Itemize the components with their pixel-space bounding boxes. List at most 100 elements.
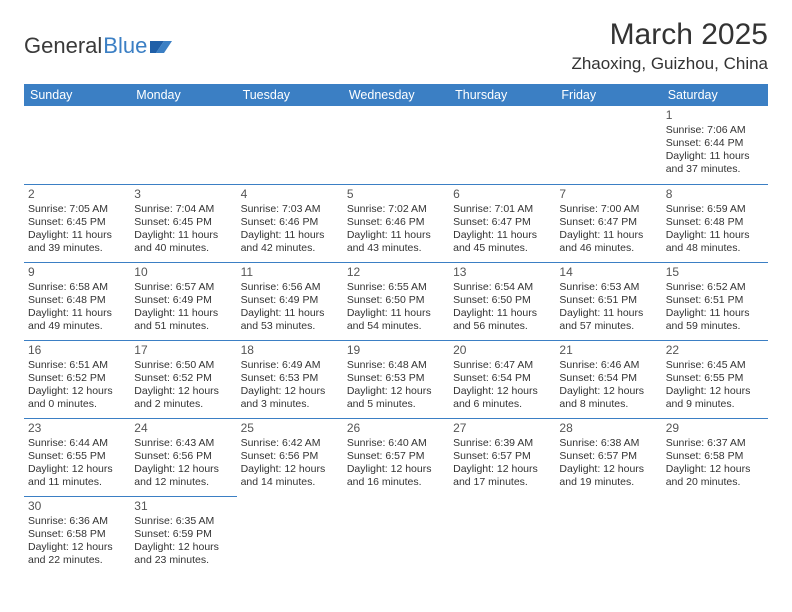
day-number: 13 (453, 265, 551, 280)
brand-logo: GeneralBlue (24, 33, 172, 59)
daylight-line: Daylight: 11 hours and 57 minutes. (559, 307, 657, 333)
sunrise-line: Sunrise: 7:06 AM (666, 124, 764, 137)
day-number: 31 (134, 499, 232, 514)
sunset-line: Sunset: 6:49 PM (134, 294, 232, 307)
calendar-day-cell: 17Sunrise: 6:50 AMSunset: 6:52 PMDayligh… (130, 340, 236, 418)
day-number: 24 (134, 421, 232, 436)
day-number: 11 (241, 265, 339, 280)
sunset-line: Sunset: 6:56 PM (241, 450, 339, 463)
sunset-line: Sunset: 6:55 PM (28, 450, 126, 463)
sunrise-line: Sunrise: 6:58 AM (28, 281, 126, 294)
sunrise-line: Sunrise: 6:42 AM (241, 437, 339, 450)
calendar-day-cell (449, 496, 555, 574)
calendar-day-cell (449, 106, 555, 184)
sunrise-line: Sunrise: 6:49 AM (241, 359, 339, 372)
calendar-day-cell: 6Sunrise: 7:01 AMSunset: 6:47 PMDaylight… (449, 184, 555, 262)
calendar-day-cell: 21Sunrise: 6:46 AMSunset: 6:54 PMDayligh… (555, 340, 661, 418)
daylight-line: Daylight: 12 hours and 11 minutes. (28, 463, 126, 489)
sunrise-line: Sunrise: 7:00 AM (559, 203, 657, 216)
sunset-line: Sunset: 6:48 PM (28, 294, 126, 307)
day-number: 4 (241, 187, 339, 202)
sunrise-line: Sunrise: 6:36 AM (28, 515, 126, 528)
daylight-line: Daylight: 12 hours and 19 minutes. (559, 463, 657, 489)
calendar-day-cell: 8Sunrise: 6:59 AMSunset: 6:48 PMDaylight… (662, 184, 768, 262)
sunset-line: Sunset: 6:49 PM (241, 294, 339, 307)
sunset-line: Sunset: 6:50 PM (347, 294, 445, 307)
sunset-line: Sunset: 6:47 PM (453, 216, 551, 229)
daylight-line: Daylight: 12 hours and 20 minutes. (666, 463, 764, 489)
sunset-line: Sunset: 6:54 PM (453, 372, 551, 385)
calendar-week-row: 1Sunrise: 7:06 AMSunset: 6:44 PMDaylight… (24, 106, 768, 184)
calendar-day-cell: 31Sunrise: 6:35 AMSunset: 6:59 PMDayligh… (130, 496, 236, 574)
day-header: Wednesday (343, 84, 449, 106)
day-number: 6 (453, 187, 551, 202)
calendar-day-cell: 12Sunrise: 6:55 AMSunset: 6:50 PMDayligh… (343, 262, 449, 340)
day-number: 14 (559, 265, 657, 280)
sunset-line: Sunset: 6:45 PM (134, 216, 232, 229)
sunrise-line: Sunrise: 7:02 AM (347, 203, 445, 216)
day-number: 23 (28, 421, 126, 436)
daylight-line: Daylight: 11 hours and 53 minutes. (241, 307, 339, 333)
daylight-line: Daylight: 11 hours and 51 minutes. (134, 307, 232, 333)
daylight-line: Daylight: 12 hours and 12 minutes. (134, 463, 232, 489)
calendar-day-cell: 3Sunrise: 7:04 AMSunset: 6:45 PMDaylight… (130, 184, 236, 262)
calendar-day-cell: 25Sunrise: 6:42 AMSunset: 6:56 PMDayligh… (237, 418, 343, 496)
sunset-line: Sunset: 6:57 PM (453, 450, 551, 463)
sunset-line: Sunset: 6:57 PM (347, 450, 445, 463)
sunrise-line: Sunrise: 6:40 AM (347, 437, 445, 450)
day-header: Sunday (24, 84, 130, 106)
brand-part1: General (24, 33, 102, 59)
day-number: 3 (134, 187, 232, 202)
daylight-line: Daylight: 11 hours and 59 minutes. (666, 307, 764, 333)
calendar-day-cell: 19Sunrise: 6:48 AMSunset: 6:53 PMDayligh… (343, 340, 449, 418)
sunrise-line: Sunrise: 7:03 AM (241, 203, 339, 216)
day-header: Monday (130, 84, 236, 106)
page-header: GeneralBlue March 2025 Zhaoxing, Guizhou… (24, 18, 768, 74)
sunset-line: Sunset: 6:58 PM (28, 528, 126, 541)
month-title: March 2025 (571, 18, 768, 52)
location-subtitle: Zhaoxing, Guizhou, China (571, 54, 768, 74)
sunset-line: Sunset: 6:58 PM (666, 450, 764, 463)
calendar-day-cell (555, 496, 661, 574)
calendar-day-cell (343, 496, 449, 574)
calendar-day-cell: 15Sunrise: 6:52 AMSunset: 6:51 PMDayligh… (662, 262, 768, 340)
day-number: 15 (666, 265, 764, 280)
sunset-line: Sunset: 6:55 PM (666, 372, 764, 385)
day-number: 8 (666, 187, 764, 202)
daylight-line: Daylight: 11 hours and 49 minutes. (28, 307, 126, 333)
calendar-day-cell: 26Sunrise: 6:40 AMSunset: 6:57 PMDayligh… (343, 418, 449, 496)
sunset-line: Sunset: 6:57 PM (559, 450, 657, 463)
daylight-line: Daylight: 12 hours and 9 minutes. (666, 385, 764, 411)
day-header: Saturday (662, 84, 768, 106)
sunrise-line: Sunrise: 6:55 AM (347, 281, 445, 294)
day-number: 19 (347, 343, 445, 358)
calendar-week-row: 2Sunrise: 7:05 AMSunset: 6:45 PMDaylight… (24, 184, 768, 262)
calendar-day-cell: 1Sunrise: 7:06 AMSunset: 6:44 PMDaylight… (662, 106, 768, 184)
day-number: 17 (134, 343, 232, 358)
day-number: 29 (666, 421, 764, 436)
sunrise-line: Sunrise: 6:46 AM (559, 359, 657, 372)
sunrise-line: Sunrise: 6:52 AM (666, 281, 764, 294)
daylight-line: Daylight: 11 hours and 43 minutes. (347, 229, 445, 255)
calendar-week-row: 16Sunrise: 6:51 AMSunset: 6:52 PMDayligh… (24, 340, 768, 418)
calendar-body: 1Sunrise: 7:06 AMSunset: 6:44 PMDaylight… (24, 106, 768, 574)
day-number: 20 (453, 343, 551, 358)
daylight-line: Daylight: 12 hours and 14 minutes. (241, 463, 339, 489)
sunrise-line: Sunrise: 7:05 AM (28, 203, 126, 216)
sunrise-line: Sunrise: 6:38 AM (559, 437, 657, 450)
daylight-line: Daylight: 12 hours and 3 minutes. (241, 385, 339, 411)
calendar-day-cell: 2Sunrise: 7:05 AMSunset: 6:45 PMDaylight… (24, 184, 130, 262)
sunset-line: Sunset: 6:51 PM (666, 294, 764, 307)
sunrise-line: Sunrise: 6:37 AM (666, 437, 764, 450)
sunrise-line: Sunrise: 6:45 AM (666, 359, 764, 372)
calendar-week-row: 30Sunrise: 6:36 AMSunset: 6:58 PMDayligh… (24, 496, 768, 574)
calendar-day-cell (130, 106, 236, 184)
calendar-day-cell: 29Sunrise: 6:37 AMSunset: 6:58 PMDayligh… (662, 418, 768, 496)
sunrise-line: Sunrise: 6:54 AM (453, 281, 551, 294)
sunset-line: Sunset: 6:50 PM (453, 294, 551, 307)
sunset-line: Sunset: 6:56 PM (134, 450, 232, 463)
day-header: Tuesday (237, 84, 343, 106)
calendar-day-cell: 27Sunrise: 6:39 AMSunset: 6:57 PMDayligh… (449, 418, 555, 496)
calendar-day-cell: 28Sunrise: 6:38 AMSunset: 6:57 PMDayligh… (555, 418, 661, 496)
calendar-day-cell (237, 496, 343, 574)
